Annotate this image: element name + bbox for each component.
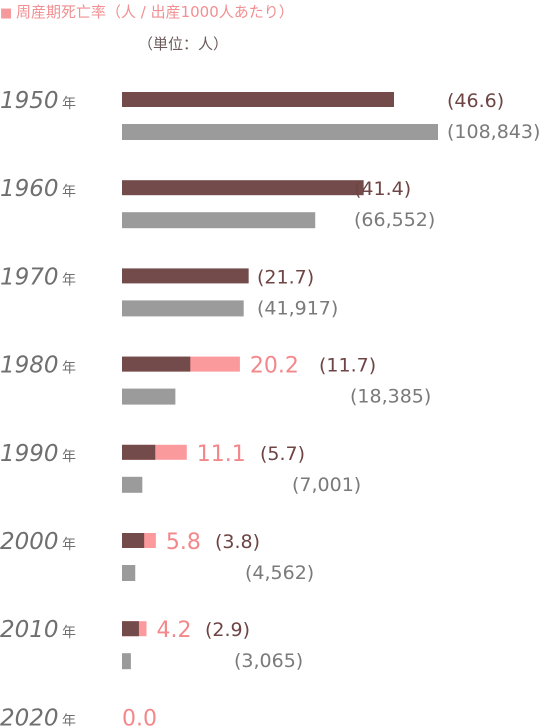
year-suffix: 年 [62,537,76,553]
births-label: (108,843) [447,121,540,143]
year-label: 1990 [0,441,59,467]
rate-new-label: 11.1 [197,442,246,467]
year-label: 2000 [0,529,59,555]
year-label: 1970 [0,264,59,290]
year-label: 1960 [0,176,59,202]
rate-new-label: 20.2 [250,354,299,379]
row-2000: 2000 年 5.8 (3.8) (4,562) [0,529,314,584]
births-label: (3,065) [234,650,303,672]
rate-old-label: (41.4) [354,178,411,200]
births-bar [122,212,316,229]
row-2010: 2010 年 4.2 (2.9) (3,065) [0,617,303,672]
legend-title: 周産期死亡率（人 / 出産1000人あたり） [16,3,294,21]
row-1960: 1960 年 (41.4) (66,552) [0,176,435,231]
rate-old-label: (2.9) [205,619,250,641]
rate-old-bar [122,268,249,284]
chart-rows: 1950 年 (46.6)(108,843)1960 年 (41.4)(66,552)1… [0,88,540,726]
births-label: (18,385) [350,386,431,408]
year-label: 1980 [0,353,59,379]
year-suffix: 年 [62,713,76,726]
row-1950: 1950 年 (46.6) (108,843) [0,88,540,143]
births-label: (66,552) [354,209,435,231]
rate-old-bar [122,92,394,107]
rate-old-bar [122,180,364,196]
row-1970: 1970 年 (21.7) (41,917) [0,264,338,319]
births-bar [122,300,244,317]
row-1980: 1980 年 20.2 (11.7) (18,385) [0,353,431,408]
rate-old-label: (11.7) [319,355,376,377]
births-label: (4,562) [245,562,314,584]
rate-old-label: (46.6) [447,90,504,112]
rate-old-bar [122,356,191,372]
year-suffix: 年 [62,184,76,200]
births-label: (41,917) [257,297,338,319]
births-bar [122,388,176,405]
rate-new-label: 0.0 [122,706,157,726]
year-suffix: 年 [62,361,76,377]
births-label: (7,001) [292,474,361,496]
rate-old-bar [122,621,139,637]
legend: ■ 周産期死亡率（人 / 出産1000人あたり） （単位：人） [0,3,294,53]
year-suffix: 年 [62,96,76,112]
year-label: 1950 [0,88,59,114]
rate-new-label: 5.8 [166,530,201,555]
row-1990: 1990 年 11.1 (5.7) (7,001) [0,441,361,496]
rate-old-bar [122,444,156,460]
births-bar [122,565,136,581]
births-bar [122,653,131,670]
rate-old-label: (5.7) [260,443,305,465]
year-suffix: 年 [62,272,76,288]
rate-old-bar [122,533,145,548]
rate-old-label: (21.7) [257,266,314,288]
rate-new-label: 4.2 [157,618,192,643]
births-bar [122,476,143,493]
year-suffix: 年 [62,625,76,641]
rate-old-label: (3.8) [215,531,260,553]
year-label: 2010 [0,617,59,643]
year-label: 2020 [0,705,59,726]
births-bar [122,124,438,140]
legend-marker-icon: ■ [0,6,12,21]
row-2020: 2020 年 0.0 [0,705,157,726]
unit-label: （単位：人） [138,35,228,53]
year-suffix: 年 [62,449,76,465]
